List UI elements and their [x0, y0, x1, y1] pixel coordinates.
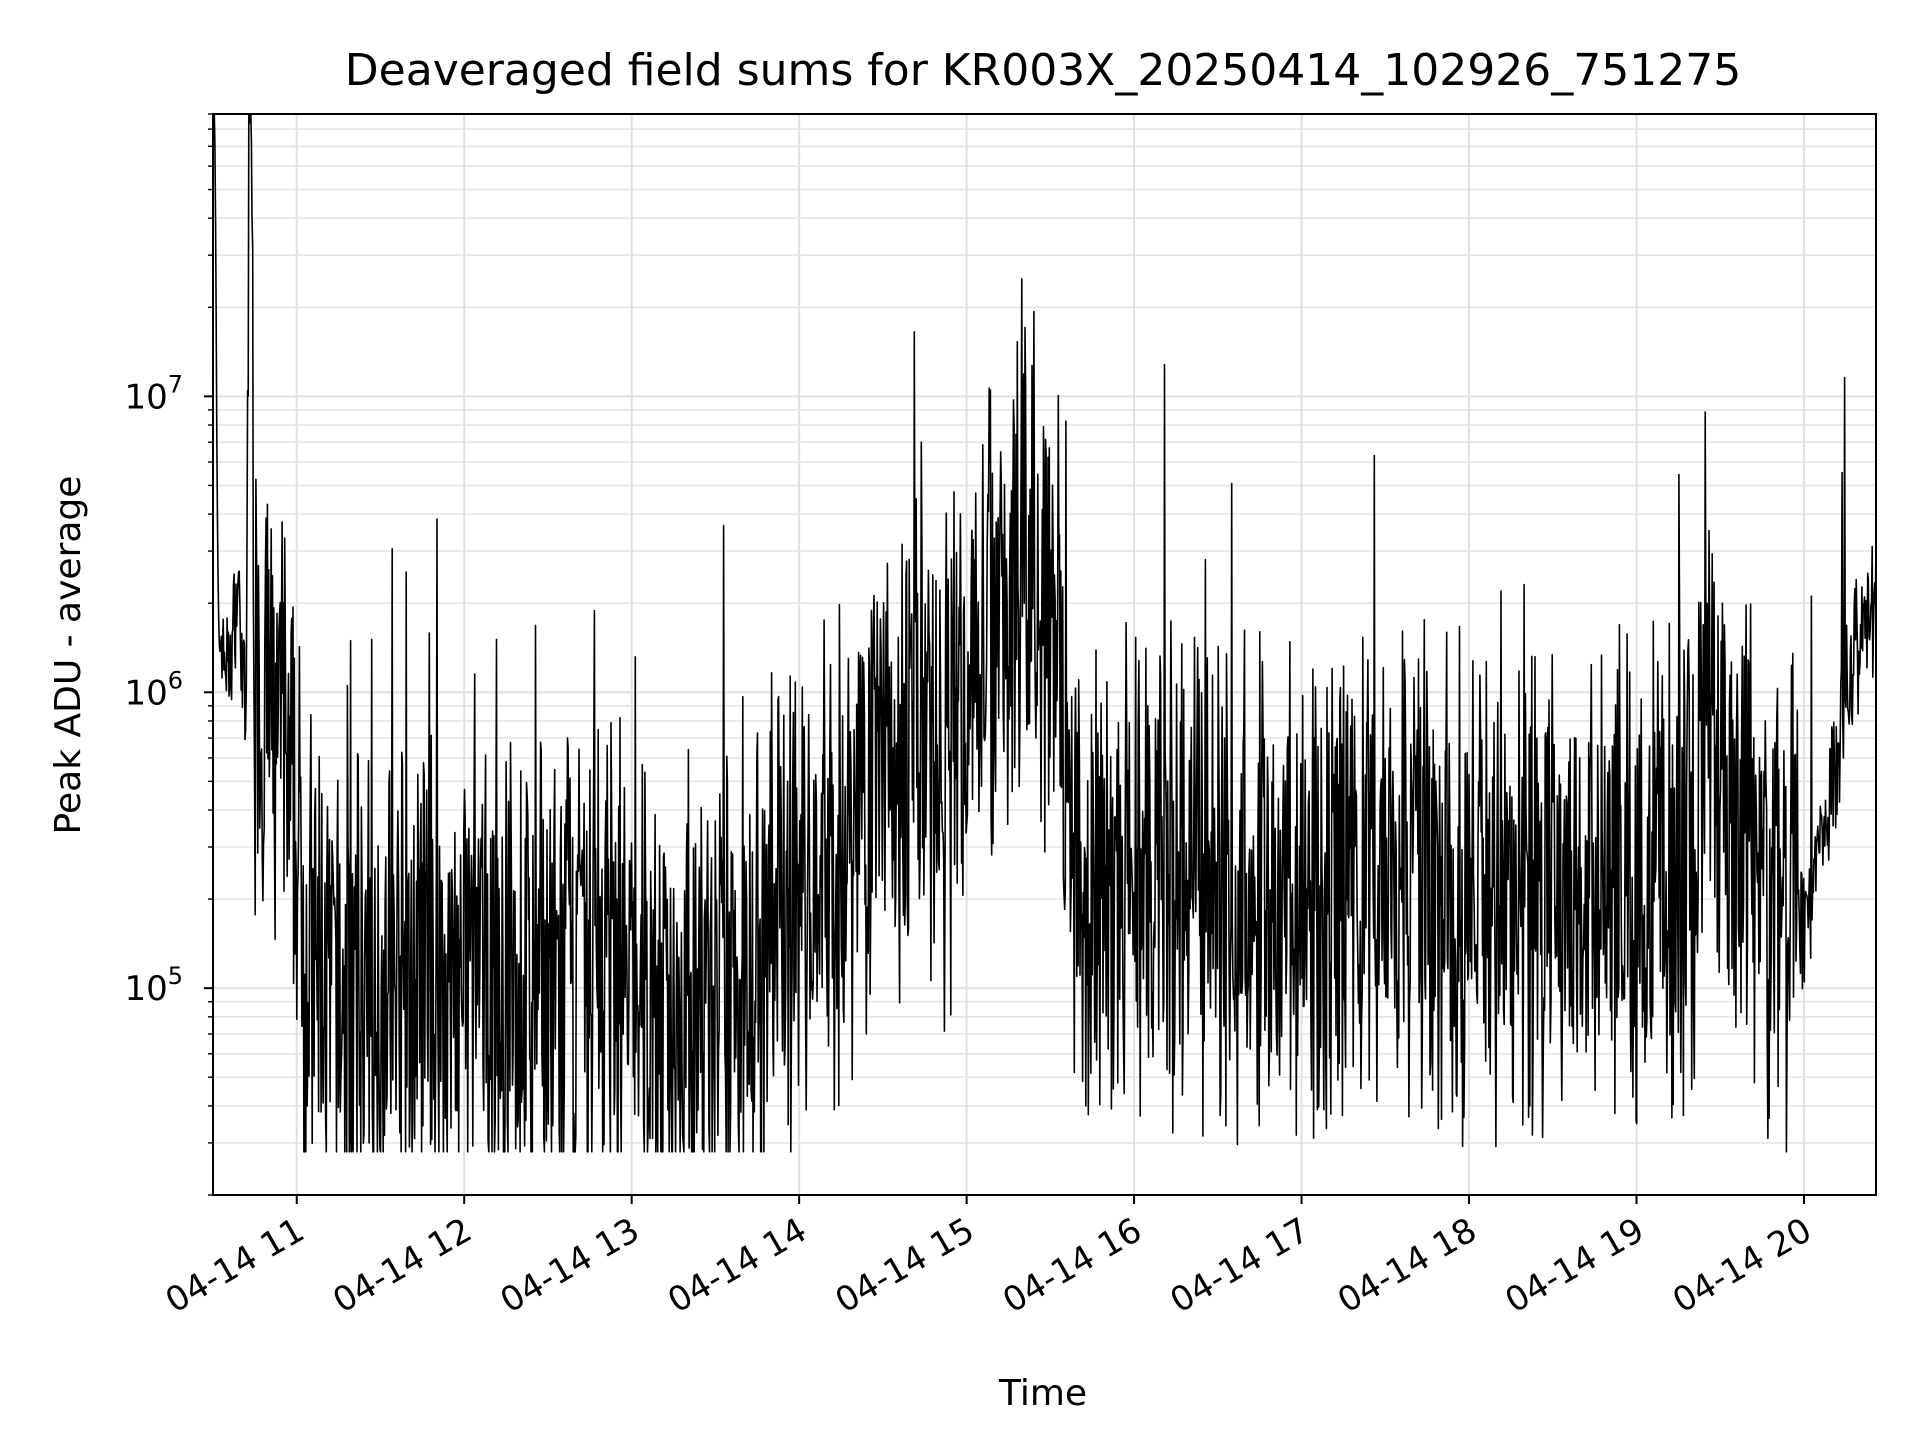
y-tick-label: 106	[124, 666, 183, 713]
plot-frame	[212, 113, 1877, 1196]
x-tick-label: 04-14 13	[494, 1210, 646, 1321]
x-tick-label: 04-14 17	[1164, 1210, 1316, 1321]
x-tick-label: 04-14 14	[661, 1210, 813, 1321]
x-tick-label: 04-14 15	[829, 1210, 981, 1321]
series-line	[212, 113, 1877, 1153]
x-tick-label: 04-14 11	[159, 1210, 311, 1321]
y-axis-ticks: 105 106 107	[124, 113, 213, 1196]
x-tick-label: 04-14 20	[1666, 1210, 1818, 1321]
x-tick-label: 04-14 18	[1331, 1210, 1483, 1321]
chart-title: Deaveraged field sums for KR003X_2025041…	[345, 45, 1741, 96]
x-tick-label: 04-14 12	[326, 1210, 478, 1321]
x-tick-label: 04-14 19	[1499, 1210, 1651, 1321]
y-axis-label: Peak ADU - average	[48, 476, 89, 835]
x-tick-label: 04-14 16	[996, 1210, 1148, 1321]
x-axis-label: Time	[998, 1373, 1087, 1414]
y-tick-label: 105	[124, 962, 183, 1009]
y-tick-label: 107	[124, 370, 183, 417]
x-axis-ticks: 04-14 11 04-14 12 04-14 13 04-14 14 04-14 15…	[159, 1195, 1818, 1321]
